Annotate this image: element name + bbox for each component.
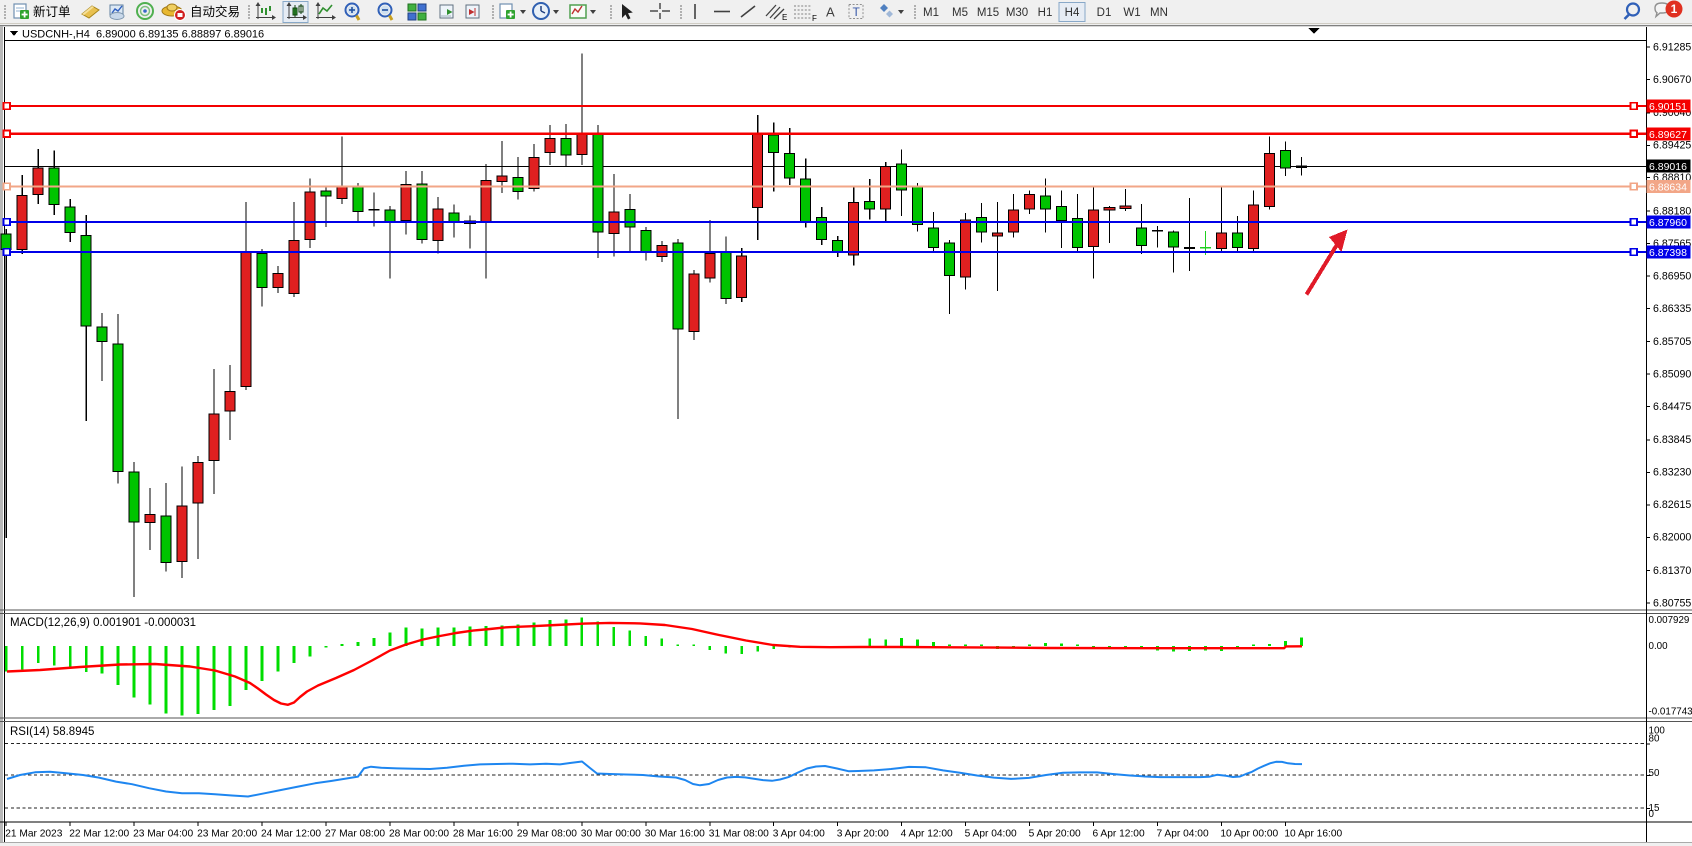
svg-text:28 Mar 00:00: 28 Mar 00:00 xyxy=(389,829,449,840)
svg-text:T: T xyxy=(853,5,861,19)
svg-text:6.89016: 6.89016 xyxy=(1649,161,1687,173)
svg-text:6.90670: 6.90670 xyxy=(1653,74,1691,86)
svg-text:MACD(12,26,9) 0.001901 -0.0000: MACD(12,26,9) 0.001901 -0.000031 xyxy=(10,617,196,629)
svg-text:15: 15 xyxy=(1649,803,1660,814)
svg-text:6.82000: 6.82000 xyxy=(1653,532,1691,544)
svg-text:5 Apr 04:00: 5 Apr 04:00 xyxy=(965,829,1017,840)
svg-text:6.89425: 6.89425 xyxy=(1653,140,1691,152)
svg-text:6.84475: 6.84475 xyxy=(1653,401,1691,413)
svg-text:0.00: 0.00 xyxy=(1649,641,1669,652)
svg-text:10 Apr 00:00: 10 Apr 00:00 xyxy=(1220,829,1278,840)
svg-text:USDCNH-,H4 6.89000 6.89135 6.: USDCNH-,H4 6.89000 6.89135 6.88897 6.890… xyxy=(22,29,264,41)
svg-text:3 Apr 04:00: 3 Apr 04:00 xyxy=(773,829,825,840)
svg-text:27 Mar 08:00: 27 Mar 08:00 xyxy=(325,829,385,840)
svg-text:-0.017743: -0.017743 xyxy=(1649,707,1692,718)
svg-text:24 Mar 12:00: 24 Mar 12:00 xyxy=(261,829,321,840)
svg-text:6.90151: 6.90151 xyxy=(1649,101,1687,113)
svg-text:W1: W1 xyxy=(1123,7,1140,19)
svg-text:10 Apr 16:00: 10 Apr 16:00 xyxy=(1284,829,1342,840)
svg-text:80: 80 xyxy=(1649,734,1660,745)
svg-text:1: 1 xyxy=(1671,2,1678,16)
svg-text:6.88180: 6.88180 xyxy=(1653,205,1691,217)
svg-text:6.86950: 6.86950 xyxy=(1653,270,1691,282)
svg-text:6.89627: 6.89627 xyxy=(1649,129,1687,141)
svg-text:21 Mar 2023: 21 Mar 2023 xyxy=(5,829,63,840)
svg-text:5 Apr 20:00: 5 Apr 20:00 xyxy=(1029,829,1081,840)
svg-text:M5: M5 xyxy=(952,7,968,19)
svg-text:新订单: 新订单 xyxy=(33,4,71,19)
svg-text:31 Mar 08:00: 31 Mar 08:00 xyxy=(709,829,769,840)
svg-text:6.83845: 6.83845 xyxy=(1653,434,1691,446)
svg-text:6.86335: 6.86335 xyxy=(1653,303,1691,315)
svg-text:6.91285: 6.91285 xyxy=(1653,41,1691,53)
svg-text:F: F xyxy=(812,14,817,23)
svg-text:29 Mar 08:00: 29 Mar 08:00 xyxy=(517,829,577,840)
svg-text:D1: D1 xyxy=(1097,7,1112,19)
svg-text:自动交易: 自动交易 xyxy=(190,4,240,19)
svg-text:A: A xyxy=(826,5,835,20)
svg-text:M15: M15 xyxy=(977,7,999,19)
svg-text:M30: M30 xyxy=(1006,7,1028,19)
svg-text:6.85090: 6.85090 xyxy=(1653,369,1691,381)
svg-text:7 Apr 04:00: 7 Apr 04:00 xyxy=(1157,829,1209,840)
svg-text:M1: M1 xyxy=(923,7,939,19)
svg-text:23 Mar 04:00: 23 Mar 04:00 xyxy=(133,829,193,840)
svg-text:6 Apr 12:00: 6 Apr 12:00 xyxy=(1093,829,1145,840)
svg-text:6.81370: 6.81370 xyxy=(1653,565,1691,577)
svg-text:6.80755: 6.80755 xyxy=(1653,597,1691,609)
svg-text:4 Apr 12:00: 4 Apr 12:00 xyxy=(901,829,953,840)
svg-text:50: 50 xyxy=(1649,768,1660,779)
svg-text:30 Mar 16:00: 30 Mar 16:00 xyxy=(645,829,705,840)
svg-text:6.82615: 6.82615 xyxy=(1653,499,1691,511)
svg-text:22 Mar 12:00: 22 Mar 12:00 xyxy=(69,829,129,840)
svg-text:0: 0 xyxy=(1649,809,1655,820)
svg-text:28 Mar 16:00: 28 Mar 16:00 xyxy=(453,829,513,840)
svg-text:0.007929: 0.007929 xyxy=(1649,615,1690,626)
svg-text:6.85705: 6.85705 xyxy=(1653,336,1691,348)
svg-text:30 Mar 00:00: 30 Mar 00:00 xyxy=(581,829,641,840)
svg-text:6.87960: 6.87960 xyxy=(1649,217,1687,229)
svg-text:E: E xyxy=(782,13,787,22)
svg-text:23 Mar 20:00: 23 Mar 20:00 xyxy=(197,829,257,840)
svg-text:3 Apr 20:00: 3 Apr 20:00 xyxy=(837,829,889,840)
svg-text:100: 100 xyxy=(1649,726,1666,737)
svg-text:6.83230: 6.83230 xyxy=(1653,467,1691,479)
svg-text:6.87398: 6.87398 xyxy=(1649,247,1687,259)
svg-text:H1: H1 xyxy=(1038,7,1053,19)
svg-text:MN: MN xyxy=(1150,7,1168,19)
svg-text:H4: H4 xyxy=(1065,7,1080,19)
svg-text:6.88634: 6.88634 xyxy=(1649,182,1687,194)
svg-text:RSI(14) 58.8945: RSI(14) 58.8945 xyxy=(10,726,94,738)
